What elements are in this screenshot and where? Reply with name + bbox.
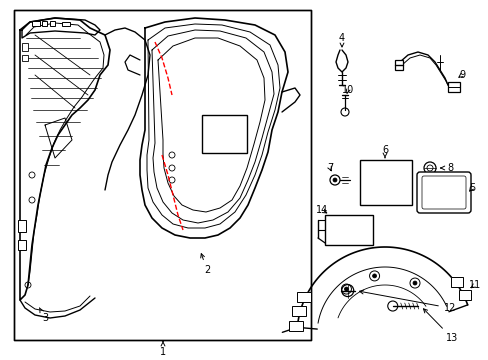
Bar: [394, 60, 402, 70]
Text: 5: 5: [468, 183, 474, 193]
Bar: [458, 290, 470, 300]
Bar: [325, 230, 372, 237]
Text: 3: 3: [40, 308, 48, 323]
Text: 8: 8: [440, 163, 452, 173]
Circle shape: [344, 287, 348, 291]
Bar: [14, 10, 310, 340]
Circle shape: [412, 281, 416, 285]
Bar: [289, 321, 303, 331]
Bar: [450, 276, 462, 287]
Bar: [62, 22, 70, 26]
Bar: [202, 115, 246, 153]
Bar: [50, 21, 55, 26]
Circle shape: [372, 274, 376, 278]
Bar: [18, 240, 26, 250]
Text: 7: 7: [326, 163, 332, 173]
Bar: [42, 21, 47, 26]
Bar: [325, 223, 372, 230]
Text: 13: 13: [423, 309, 457, 343]
Bar: [22, 55, 28, 61]
Bar: [297, 292, 310, 302]
Bar: [22, 43, 28, 51]
Bar: [325, 215, 372, 223]
Text: 6: 6: [381, 145, 387, 158]
Bar: [18, 220, 26, 232]
Bar: [291, 306, 305, 316]
Bar: [325, 215, 372, 245]
Text: 4: 4: [338, 33, 345, 47]
Bar: [447, 82, 459, 92]
Text: 9: 9: [458, 70, 464, 80]
Bar: [32, 21, 40, 26]
Text: 11: 11: [468, 280, 480, 290]
Text: 10: 10: [341, 85, 353, 95]
Circle shape: [332, 178, 336, 182]
Text: 2: 2: [200, 254, 210, 275]
Text: 12: 12: [359, 290, 455, 313]
Bar: [359, 160, 411, 205]
Text: 14: 14: [315, 205, 327, 215]
FancyBboxPatch shape: [416, 172, 470, 213]
Text: 1: 1: [160, 341, 166, 357]
